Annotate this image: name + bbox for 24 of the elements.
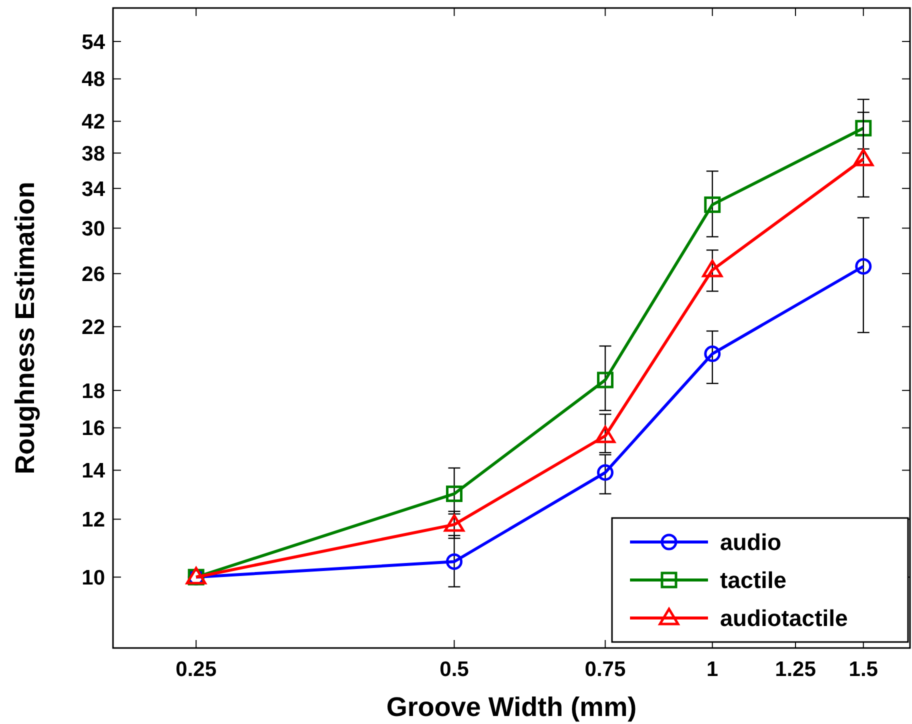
y-tick-label: 30 [82, 218, 105, 241]
x-tick-label: 1.5 [848, 658, 878, 681]
legend-label: tactile [720, 567, 786, 594]
y-tick-label: 14 [82, 460, 106, 483]
x-tick-label: 0.5 [440, 658, 470, 681]
x-tick-label: 1.25 [775, 658, 816, 681]
legend-label: audio [720, 529, 782, 556]
legend-label: audiotactile [720, 605, 848, 632]
x-axis-title: Groove Width (mm) [386, 692, 637, 722]
y-tick-label: 26 [82, 262, 105, 286]
x-tick-label: 0.25 [176, 658, 217, 681]
y-tick-label: 18 [82, 380, 106, 403]
y-tick-label: 54 [82, 30, 106, 54]
y-axis-title: Roughness Estimation [10, 182, 40, 474]
y-tick-label: 12 [82, 508, 105, 532]
x-tick-label: 0.75 [584, 658, 626, 681]
y-tick-label: 38 [82, 142, 106, 166]
y-tick-label: 34 [82, 178, 106, 201]
y-tick-label: 48 [82, 68, 106, 92]
y-tick-label: 16 [82, 417, 105, 440]
x-tick-label: 1 [706, 658, 719, 681]
y-tick-label: 10 [82, 566, 105, 590]
y-tick-label: 42 [82, 110, 105, 134]
y-tick-label: 22 [82, 316, 105, 340]
